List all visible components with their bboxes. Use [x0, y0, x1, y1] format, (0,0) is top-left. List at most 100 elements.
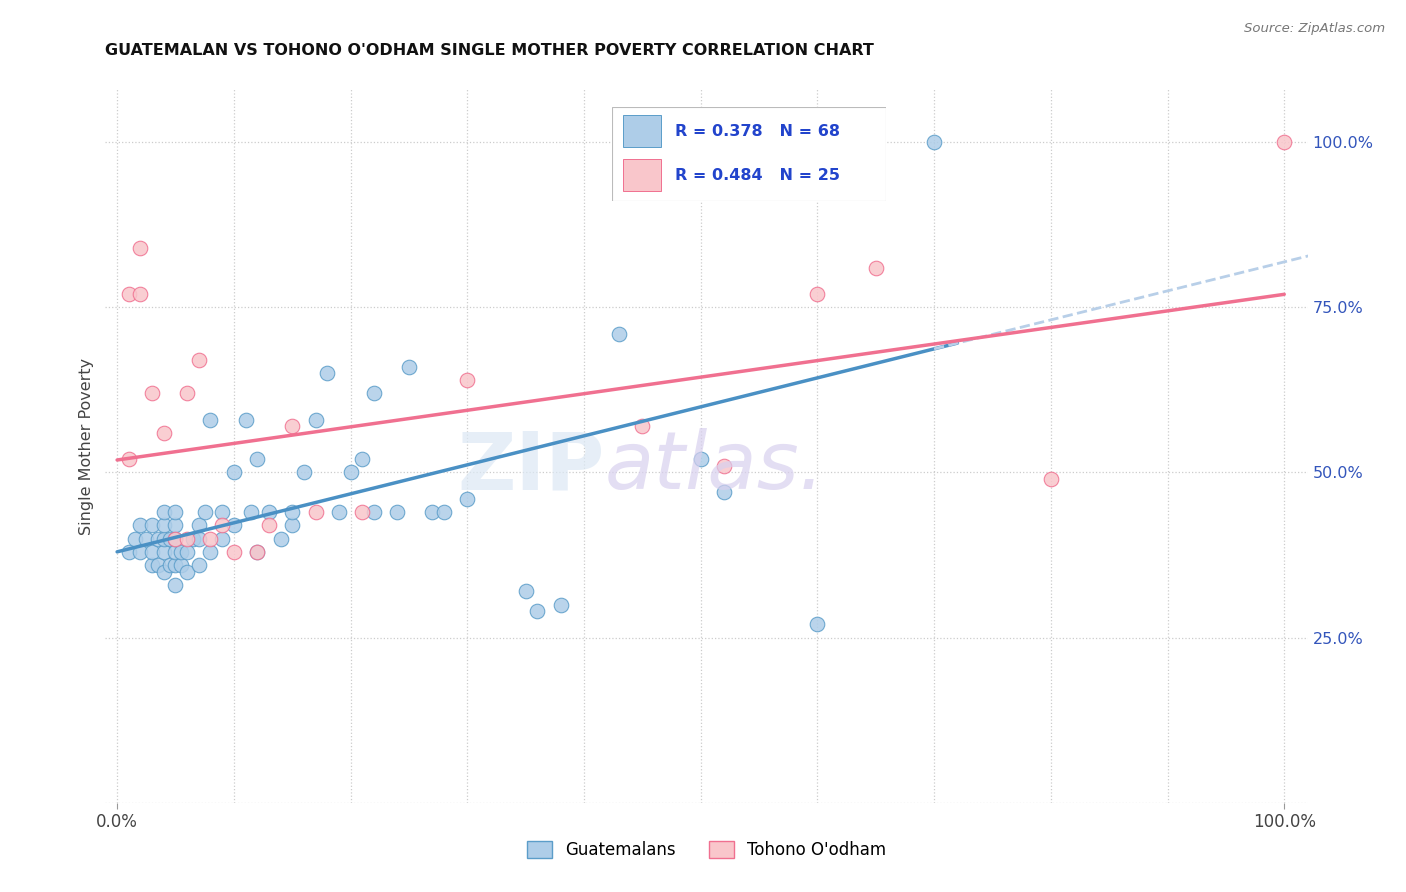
- Point: [159, 532, 181, 546]
- Point: [165, 545, 187, 559]
- Point: [187, 532, 209, 546]
- Point: [129, 241, 152, 255]
- Point: [153, 425, 176, 440]
- Point: [181, 532, 204, 546]
- Point: [200, 412, 222, 426]
- Point: [240, 505, 263, 519]
- Point: [153, 545, 176, 559]
- Point: [176, 565, 198, 579]
- Point: [129, 518, 152, 533]
- Point: [146, 558, 169, 572]
- Point: [200, 532, 222, 546]
- Point: [526, 604, 548, 618]
- Point: [865, 260, 887, 275]
- Point: [281, 505, 304, 519]
- Point: [689, 452, 711, 467]
- Point: [118, 287, 141, 301]
- FancyBboxPatch shape: [623, 160, 661, 191]
- Text: GUATEMALAN VS TOHONO O'ODHAM SINGLE MOTHER POVERTY CORRELATION CHART: GUATEMALAN VS TOHONO O'ODHAM SINGLE MOTH…: [105, 43, 875, 58]
- Point: [135, 532, 157, 546]
- Point: [159, 558, 181, 572]
- Point: [328, 505, 350, 519]
- Point: [129, 287, 152, 301]
- Point: [631, 419, 654, 434]
- Point: [433, 505, 456, 519]
- Point: [187, 558, 209, 572]
- Point: [246, 452, 269, 467]
- Point: [607, 326, 630, 341]
- Point: [187, 518, 209, 533]
- Point: [865, 135, 887, 149]
- Point: [456, 373, 478, 387]
- Point: [304, 412, 326, 426]
- FancyBboxPatch shape: [623, 115, 661, 147]
- Point: [270, 532, 292, 546]
- Point: [165, 532, 187, 546]
- Y-axis label: Single Mother Poverty: Single Mother Poverty: [79, 358, 94, 534]
- Point: [170, 558, 193, 572]
- Point: [176, 545, 198, 559]
- Point: [713, 458, 735, 473]
- Point: [420, 505, 443, 519]
- Point: [1039, 472, 1062, 486]
- Point: [141, 386, 163, 401]
- Point: [292, 466, 315, 480]
- FancyBboxPatch shape: [612, 107, 886, 201]
- Point: [165, 518, 187, 533]
- Point: [176, 532, 198, 546]
- Point: [118, 545, 141, 559]
- Point: [387, 505, 409, 519]
- Point: [352, 505, 374, 519]
- Point: [222, 466, 245, 480]
- Point: [141, 545, 163, 559]
- Point: [281, 419, 304, 434]
- Point: [194, 505, 217, 519]
- Point: [165, 578, 187, 592]
- Point: [246, 545, 269, 559]
- Point: [211, 532, 233, 546]
- Point: [211, 518, 233, 533]
- Point: [118, 452, 141, 467]
- Point: [153, 505, 176, 519]
- Point: [141, 518, 163, 533]
- Point: [176, 386, 198, 401]
- Point: [550, 598, 572, 612]
- Point: [153, 565, 176, 579]
- Text: Source: ZipAtlas.com: Source: ZipAtlas.com: [1244, 22, 1385, 36]
- Point: [170, 545, 193, 559]
- Point: [211, 505, 233, 519]
- Point: [153, 518, 176, 533]
- Point: [352, 452, 374, 467]
- Text: R = 0.484   N = 25: R = 0.484 N = 25: [675, 168, 839, 183]
- Text: R = 0.378   N = 68: R = 0.378 N = 68: [675, 124, 839, 139]
- Point: [124, 532, 146, 546]
- Point: [146, 532, 169, 546]
- Point: [398, 359, 420, 374]
- Point: [363, 386, 385, 401]
- Legend: Guatemalans, Tohono O'odham: Guatemalans, Tohono O'odham: [520, 834, 893, 866]
- Point: [1272, 135, 1295, 149]
- Point: [129, 545, 152, 559]
- Point: [222, 545, 245, 559]
- Point: [922, 135, 945, 149]
- Point: [713, 485, 735, 500]
- Point: [281, 518, 304, 533]
- Point: [187, 353, 209, 368]
- Point: [257, 518, 280, 533]
- Point: [165, 532, 187, 546]
- Point: [339, 466, 361, 480]
- Point: [200, 545, 222, 559]
- Point: [456, 491, 478, 506]
- Point: [363, 505, 385, 519]
- Point: [141, 558, 163, 572]
- Point: [165, 505, 187, 519]
- Text: atlas.: atlas.: [605, 428, 825, 507]
- Point: [222, 518, 245, 533]
- Point: [153, 532, 176, 546]
- Point: [165, 558, 187, 572]
- Point: [235, 412, 257, 426]
- Point: [246, 545, 269, 559]
- Point: [806, 287, 828, 301]
- Point: [316, 367, 339, 381]
- Point: [257, 505, 280, 519]
